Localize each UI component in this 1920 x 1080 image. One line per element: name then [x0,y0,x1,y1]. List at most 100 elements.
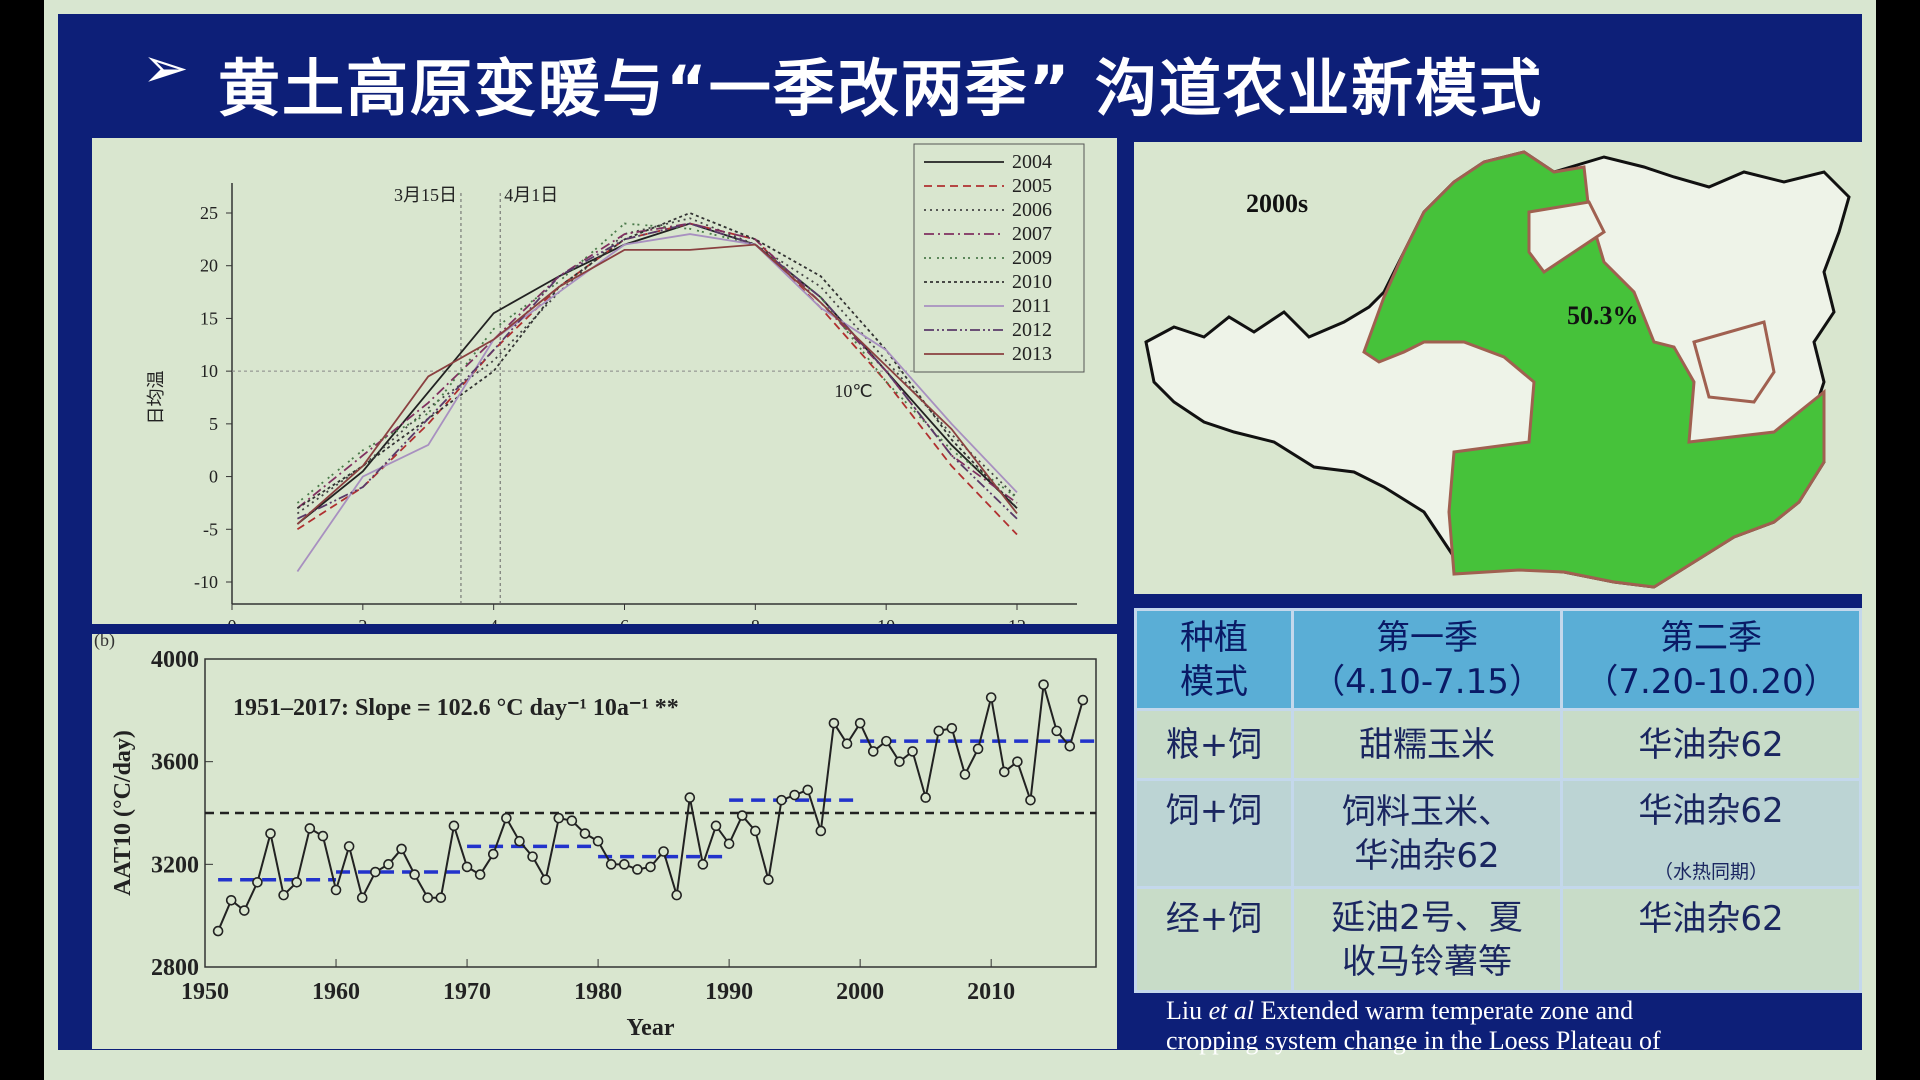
legend-label: 2005 [1012,175,1052,197]
y-tick-label: 3600 [151,750,199,776]
aat10-point [802,784,814,796]
map-panel: 2000s 50.3% [1134,142,1862,594]
x-tick-label: 2000 [836,979,884,1005]
aat10-point [265,828,276,839]
aat10-point [959,769,971,780]
series-line-2009 [296,222,1018,504]
y-axis-label: 日均温 [146,371,166,425]
y-tick-label: 20 [200,256,218,276]
aat10-point [998,766,1010,778]
legend-label: 2007 [1012,223,1052,245]
aat10-point [776,794,787,806]
aat10-point [501,812,512,824]
y-tick-label: 15 [200,308,218,328]
series-line-2010 [296,212,1018,509]
aat10-point [448,820,460,832]
aat10-point [487,848,499,860]
aat10-point [461,861,473,873]
y-tick-label: -5 [203,519,218,539]
aat10-point [514,835,525,847]
header-mode: 种植 模式 [1134,608,1294,711]
aat10-point [946,723,958,734]
aat10-point [684,792,696,803]
header-second-line1: 第二季 [1660,617,1762,658]
aat10-point [239,905,250,916]
aat10-point [815,825,827,837]
aat10-point [1025,794,1036,806]
slide-background: ➢ 黄土高原变暖与“一季改两季” 沟道农业新模式 -10 -5 0 5 10 15 20 25… [58,14,1862,1055]
excluded-zone [1527,200,1606,275]
row-first-line2: 华油杂62 [1354,835,1500,876]
x-tick-label: 2 [358,616,367,624]
slope-annotation: 1951–2017: Slope = 102.6 °C day⁻¹ 10a⁻¹ … [233,695,679,721]
panel-tag: (b) [94,634,115,651]
aat10-point [540,874,551,886]
legend-label: 2012 [1012,319,1052,341]
map-percent: 50.3% [1567,301,1639,330]
row-second-season: 华油杂62 [1560,708,1862,781]
y-tick-label: 25 [200,203,218,223]
legend-label: 2010 [1012,271,1052,293]
row-first-line1: 延油2号、夏 [1331,897,1523,938]
aat10-point [370,866,381,878]
aat10-point [697,859,709,870]
legend-label: 2009 [1012,247,1052,269]
row-first-season: 甜糯玉米 [1291,708,1563,781]
series-line-2005 [296,222,1018,536]
aat10-point [252,877,263,888]
header-mode-line2: 模式 [1180,661,1248,702]
row-mode: 经+饲 [1134,886,1294,993]
x-tick-label: 8 [751,616,760,624]
threshold-label: 10℃ [834,381,872,401]
x-tick-label: 1990 [705,979,753,1005]
aat10-point [409,869,420,880]
aat10-point [605,859,617,870]
aat10-chart-panel: (b) 2800 3200 3600 4000 1950 1960 1970 1980 1990 2… [92,630,1117,1049]
row-mode: 粮+饲 [1134,708,1294,781]
aat10-point [330,884,342,896]
warm-zone-area [1362,150,1826,589]
aat10-point [867,746,879,757]
row-second-season: 华油杂62 （水热同期） [1560,778,1862,889]
caption-line2: cropping system change in the Loess Plat… [1166,1026,1661,1055]
legend-label: 2004 [1012,151,1052,173]
aat10-point [671,889,683,901]
y-tick-label: 10 [200,361,218,381]
date-label: 4月1日 [504,185,558,205]
aat10-series-line [217,684,1084,932]
aat10-point [1012,756,1023,767]
aat10-point [1038,679,1049,690]
row-first-line1: 饲料玉米、 [1342,791,1512,832]
aat10-point [435,892,447,904]
row-first-season: 饲料玉米、 华油杂62 [1291,778,1563,889]
aat10-point [854,717,866,729]
legend-box [913,143,1085,373]
aat10-point [291,877,303,888]
aat10-point [763,874,774,886]
series-line-2007 [296,222,1018,509]
aat10-point [553,812,565,824]
y-tick-label: 4000 [151,647,199,673]
title-bullet-icon: ➢ [142,36,189,101]
x-axis-label: Year [627,1015,675,1041]
aat10-point [566,815,578,826]
caption-etal: et al [1208,996,1255,1025]
header-first-line2: （4.10-7.15） [1311,661,1543,702]
aat10-point [645,861,656,873]
series-line-2006 [296,217,1018,515]
aat10-point [736,810,748,821]
aat10-point [343,841,355,852]
aat10-point [579,828,591,839]
caption-rest: Extended warm temperate zone and [1254,996,1634,1025]
legend-label: 2006 [1012,199,1052,221]
aat10-point [828,717,840,729]
y-tick-label: -10 [194,572,218,592]
aat10-point [841,738,853,749]
aat10-point [658,846,669,857]
x-tick-label: 1950 [181,979,229,1005]
header-first-season: 第一季 （4.10-7.15） [1291,608,1563,711]
date-label: 3月15日 [394,185,457,205]
row-second-season: 华油杂62 [1560,886,1862,993]
aat10-point [212,925,224,937]
